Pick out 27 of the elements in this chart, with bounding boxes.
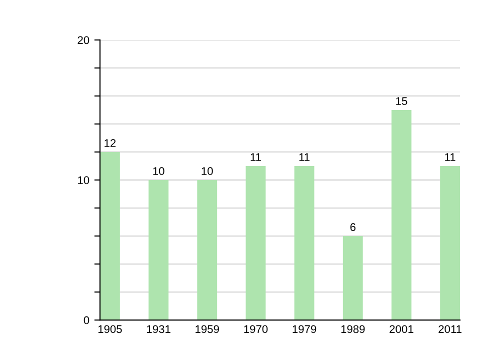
bar: [342, 236, 363, 320]
bar: [100, 152, 120, 320]
bar: [246, 166, 266, 320]
bar: [392, 110, 412, 320]
y-tick-label: 0: [84, 316, 90, 324]
data-label: 6: [350, 223, 356, 232]
bar: [148, 180, 168, 320]
bar: [440, 166, 460, 320]
x-tick-label: 1931: [147, 325, 170, 334]
data-label: 15: [396, 97, 408, 106]
bar: [294, 166, 314, 320]
x-tick-label: 1979: [292, 325, 316, 334]
data-label: 11: [250, 153, 261, 161]
x-tick-label: 1905: [98, 325, 122, 334]
x-tick-label: 2001: [390, 325, 414, 334]
x-tick-label: 2011: [438, 325, 462, 334]
bar: [197, 180, 218, 320]
y-tick-label: 10: [78, 176, 90, 184]
data-label: 11: [445, 153, 456, 161]
x-tick-label: 1959: [196, 325, 219, 334]
data-label: 10: [153, 167, 164, 176]
x-tick-label: 1970: [244, 325, 268, 334]
x-tick-label: 1989: [341, 325, 365, 334]
data-label: 11: [299, 153, 310, 161]
data-label: 10: [202, 167, 213, 176]
y-tick-label: 20: [78, 36, 90, 44]
data-label: 12: [104, 139, 116, 147]
